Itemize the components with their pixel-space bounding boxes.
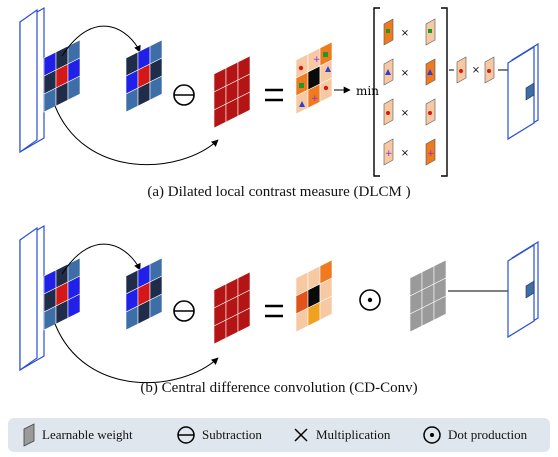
pair-row-4: + × + — [383, 138, 436, 166]
panel-b — [19, 224, 539, 384]
legend: Learnable weight Subtraction Multiplicat… — [8, 418, 550, 452]
input-feature-map-a — [19, 6, 81, 154]
arrow-center-a — [54, 105, 219, 166]
learnable-weight-kernel-b — [409, 259, 447, 333]
output-map-b — [507, 240, 539, 339]
legend-subtraction-label: Subtraction — [202, 427, 262, 442]
svg-text:+: + — [313, 55, 321, 65]
caption-b: (b) Central difference convolution (CD-C… — [140, 380, 418, 396]
subtraction-symbol-a — [173, 84, 195, 106]
center-value-patch-b — [213, 271, 251, 345]
dot-product-symbol-b — [359, 289, 381, 311]
pair-row-1: × — [383, 18, 436, 46]
svg-text:+: + — [311, 94, 319, 104]
neighborhood-patch-a — [125, 39, 163, 113]
output-map-a — [507, 42, 539, 141]
arrow-copy-b — [61, 243, 141, 275]
times-glyph: × — [401, 108, 409, 119]
equals-symbol-b — [265, 304, 283, 318]
difference-map-b — [295, 259, 333, 333]
legend-dot-production-label: Dot production — [448, 427, 528, 442]
difference-map-a: + + — [295, 41, 333, 115]
legend-learnable-weight-label: Learnable weight — [42, 427, 133, 442]
arrow-copy-a — [61, 25, 141, 57]
neighborhood-patch-b — [125, 257, 163, 331]
input-grid-a — [43, 39, 81, 113]
svg-text:+: + — [427, 149, 435, 159]
equals-symbol-a — [265, 88, 283, 102]
svg-text:+: + — [385, 149, 393, 159]
input-feature-map-b — [19, 224, 81, 372]
panel-a: + + min × × — [19, 6, 539, 177]
legend-dot-production: Dot production — [422, 418, 527, 452]
legend-learnable-weight: Learnable weight — [22, 418, 133, 452]
legend-multiplication: Multiplication — [292, 418, 390, 452]
subtraction-icon — [177, 426, 195, 444]
legend-multiplication-label: Multiplication — [316, 427, 391, 442]
subtraction-symbol-b — [173, 300, 195, 322]
times-glyph: × — [401, 68, 409, 79]
learnable-weight-icon — [23, 423, 35, 447]
dot-production-icon — [423, 426, 441, 444]
center-value-patch-a — [213, 55, 251, 129]
times-glyph: × — [401, 148, 409, 159]
input-grid-b — [43, 257, 81, 331]
min-label: min — [356, 84, 379, 98]
pairwise-product-matrix: × × × + × — [373, 7, 448, 177]
pair-row-2: × — [383, 58, 436, 86]
legend-subtraction: Subtraction — [176, 418, 262, 452]
caption-a: (a) Dilated local contrast measure (DLCM… — [147, 184, 411, 200]
arrow-center-b — [54, 323, 219, 384]
min-result-pair: × — [456, 56, 495, 84]
multiplication-icon — [294, 428, 308, 442]
pair-row-3: × — [383, 98, 436, 126]
times-glyph: × — [401, 28, 409, 39]
times-glyph: × — [472, 65, 480, 76]
